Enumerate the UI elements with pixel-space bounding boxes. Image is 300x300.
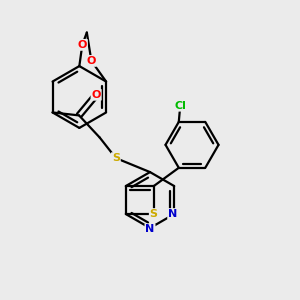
Text: Cl: Cl	[174, 101, 186, 111]
Text: O: O	[87, 56, 96, 66]
Text: O: O	[92, 90, 101, 100]
Text: S: S	[150, 209, 158, 219]
Text: S: S	[112, 153, 120, 163]
Text: N: N	[146, 224, 154, 235]
Text: N: N	[168, 209, 177, 219]
Text: O: O	[78, 40, 87, 50]
